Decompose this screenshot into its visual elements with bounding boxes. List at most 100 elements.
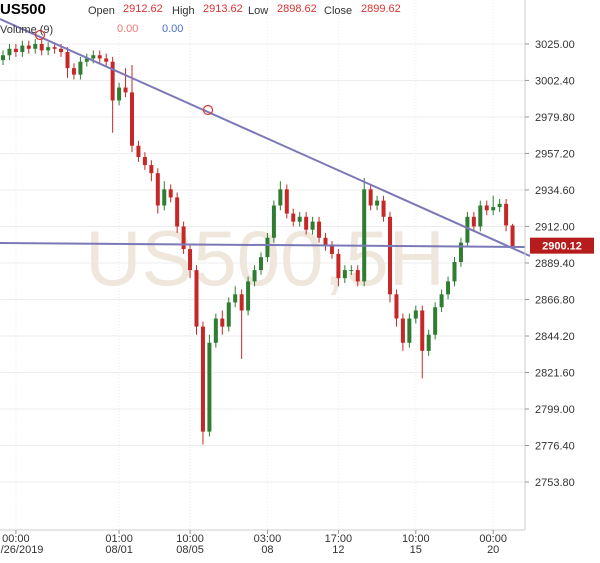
x-tick-label: 00:00 xyxy=(479,533,507,545)
candle-body xyxy=(7,48,12,56)
candle-body xyxy=(59,48,64,53)
candle-body xyxy=(39,43,44,51)
candle-body xyxy=(71,68,76,75)
candle-body xyxy=(497,203,502,208)
candle-body xyxy=(342,270,347,279)
candle-body xyxy=(465,216,470,243)
high-value: 2913.62 xyxy=(203,3,243,15)
candle-body xyxy=(375,200,380,206)
trend-line xyxy=(0,18,531,257)
price-tag-label: 2900.12 xyxy=(542,241,582,253)
x-tick-label: 10:00 xyxy=(402,533,430,545)
open-value: 2912.62 xyxy=(123,3,163,15)
y-tick-label: 2912.00 xyxy=(535,221,575,233)
candle-body xyxy=(297,216,302,222)
candle-body xyxy=(226,302,231,327)
candle-body xyxy=(484,205,489,211)
candle-body xyxy=(368,189,373,206)
y-tick-label: 2753.80 xyxy=(535,477,575,489)
candle-body xyxy=(46,47,51,51)
candle-body xyxy=(117,87,122,101)
volume-label: Volume (9) xyxy=(0,24,53,36)
candle-body xyxy=(291,213,296,222)
candle-body xyxy=(362,189,367,282)
high-label: High xyxy=(172,5,195,17)
candle-body xyxy=(278,189,283,206)
candle-body xyxy=(246,281,251,311)
price-tag xyxy=(530,237,594,254)
candle-body xyxy=(26,45,31,49)
watermark: US500,5H xyxy=(85,214,445,302)
candle-body xyxy=(20,45,25,53)
candle-body xyxy=(200,326,205,432)
candle-body xyxy=(52,47,57,49)
candle-body xyxy=(336,253,341,279)
candle-body xyxy=(220,318,225,327)
symbol: US500 xyxy=(0,1,46,18)
candle-body xyxy=(510,225,515,247)
candle-body xyxy=(233,294,238,303)
candle-body xyxy=(458,242,463,263)
y-tick-label: 2889.40 xyxy=(535,258,575,270)
y-tick-label: 3002.40 xyxy=(535,75,575,87)
candle-body xyxy=(471,216,476,227)
candle-body xyxy=(175,197,180,227)
candle-body xyxy=(355,270,360,282)
candle-body xyxy=(1,55,5,61)
candle-body xyxy=(78,61,83,75)
candle-body xyxy=(104,58,109,62)
x-tick-date: 08/05 xyxy=(176,544,204,556)
line-handle xyxy=(34,29,46,41)
y-tick-label: 2866.80 xyxy=(535,294,575,306)
candle-body xyxy=(433,307,438,335)
candle-body xyxy=(284,189,289,214)
y-tick-label: 2821.60 xyxy=(535,368,575,380)
line-handle xyxy=(202,104,214,116)
candle-body xyxy=(123,87,128,93)
volume-value: 0.00 xyxy=(117,23,138,35)
candle-body xyxy=(323,237,328,246)
candle-body xyxy=(265,237,270,258)
x-tick-label: 17:00 xyxy=(325,533,353,545)
candle-body xyxy=(84,58,89,62)
candle-body xyxy=(97,55,102,59)
low-label: Low xyxy=(248,5,268,17)
volume-value: 0.00 xyxy=(162,23,183,35)
y-tick-label: 2844.20 xyxy=(535,331,575,343)
open-label: Open xyxy=(88,5,115,17)
candle-body xyxy=(207,342,212,432)
axes: 3025.00 3002.40 2979.80 2957.20 2934.60 2912.… xyxy=(0,39,594,556)
candle-body xyxy=(213,318,218,343)
x-tick-date: 20 xyxy=(487,544,499,556)
candle-body xyxy=(188,249,193,271)
candle-body xyxy=(162,189,167,206)
candle-body xyxy=(349,270,354,272)
close-label: Close xyxy=(324,5,352,17)
candle-body xyxy=(310,221,315,230)
candle-body xyxy=(413,310,418,319)
candle-body xyxy=(259,257,263,271)
x-tick-date: 12 xyxy=(332,544,344,556)
candle-body xyxy=(142,157,147,166)
candle-body xyxy=(439,294,444,308)
candle-body xyxy=(491,207,496,211)
y-tick-label: 2776.40 xyxy=(535,441,575,453)
candle-body xyxy=(271,205,276,238)
y-tick-label: 2934.60 xyxy=(535,185,575,197)
candle-body xyxy=(504,203,509,226)
candle-body xyxy=(239,294,244,311)
x-tick-label: 03:00 xyxy=(254,533,282,545)
candle-body xyxy=(407,318,412,343)
x-tick-label: 00:00 xyxy=(2,533,30,545)
candle-body xyxy=(304,216,309,230)
candle-body xyxy=(13,48,18,53)
candle-body xyxy=(110,61,115,101)
x-tick-date: 07/26/2019 xyxy=(0,544,43,556)
candle-body xyxy=(168,189,173,198)
x-tick-label: 01:00 xyxy=(105,533,133,545)
candle-body xyxy=(33,43,38,49)
x-tick-date: 08 xyxy=(261,544,273,556)
candle-body xyxy=(400,318,405,343)
